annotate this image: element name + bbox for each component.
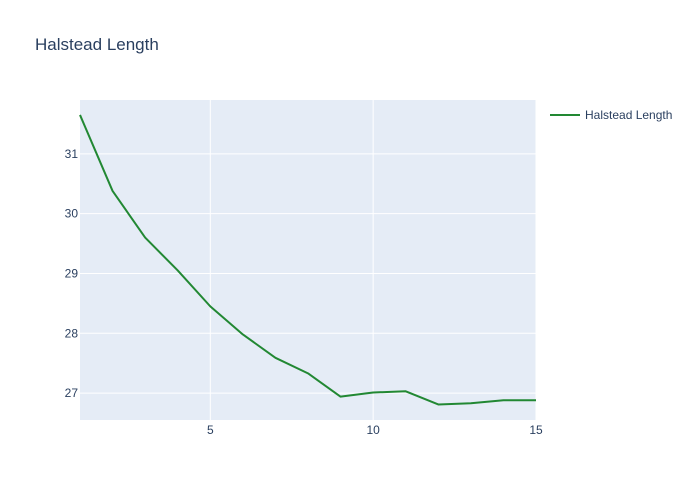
data-point[interactable] [271,354,279,362]
series-line[interactable] [79,114,536,406]
y-tick-label: 27 [65,386,79,400]
x-tick-label: 10 [366,423,380,437]
y-tick-label: 29 [65,266,79,280]
data-point[interactable] [304,369,312,377]
data-point[interactable] [76,111,84,119]
series-group [76,111,540,408]
y-tick-label: 28 [65,326,79,340]
data-point[interactable] [206,302,214,310]
y-axis-ticks: 27 28 29 30 31 [65,147,79,400]
data-point[interactable] [434,400,442,408]
legend-label: Halstead Length [585,108,672,122]
data-point[interactable] [532,396,540,404]
data-point[interactable] [337,393,345,401]
data-point[interactable] [467,399,475,407]
data-point[interactable] [174,266,182,274]
data-point[interactable] [369,388,377,396]
chart-title: Halstead Length [35,35,159,54]
x-axis-ticks: 5 10 15 [207,423,543,437]
data-point[interactable] [239,330,247,338]
x-tick-label: 15 [529,423,543,437]
data-point[interactable] [499,396,507,404]
grid-lines [80,100,537,420]
legend[interactable]: Halstead Length [550,108,672,122]
data-point[interactable] [141,234,149,242]
y-tick-label: 31 [65,147,79,161]
data-point[interactable] [109,187,117,195]
y-tick-label: 30 [65,207,79,221]
x-tick-label: 5 [207,423,214,437]
data-point[interactable] [402,387,410,395]
